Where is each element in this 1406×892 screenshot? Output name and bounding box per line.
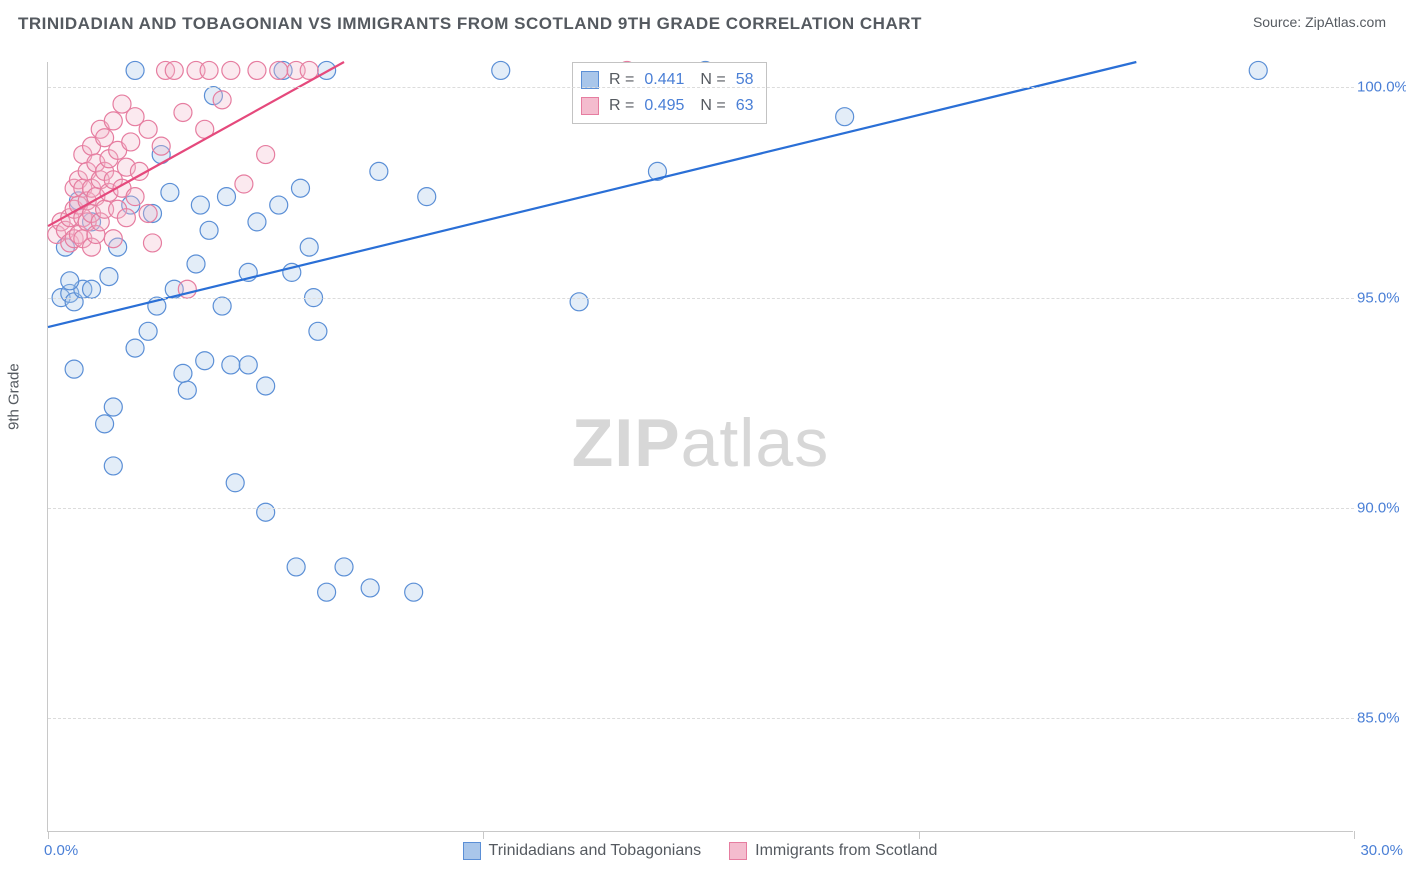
scatter-point [126,188,144,206]
plot-svg [48,62,1354,832]
scatter-point [370,162,388,180]
scatter-point [361,579,379,597]
n-label: N = [700,67,725,93]
scatter-point [161,183,179,201]
scatter-point [836,108,854,126]
source-attribution: Source: ZipAtlas.com [1253,14,1386,30]
scatter-point [492,61,510,79]
scatter-point [291,179,309,197]
y-tick-label: 85.0% [1357,710,1406,727]
scatter-point [222,61,240,79]
scatter-point [174,364,192,382]
scatter-point [104,457,122,475]
scatter-point [257,377,275,395]
scatter-point [318,583,336,601]
scatter-point [143,234,161,252]
chart-title: TRINIDADIAN AND TOBAGONIAN VS IMMIGRANTS… [18,14,922,34]
gridline [48,718,1354,719]
bottom-legend: Trinidadians and Tobagonians Immigrants f… [47,842,1353,860]
x-tick-mark [1354,831,1355,839]
scatter-point [248,61,266,79]
n-value: 58 [736,67,754,93]
plot-frame: ZIPatlas R =0.441N =58R =0.495N =63 85.0… [47,62,1353,832]
y-tick-label: 95.0% [1357,289,1406,306]
scatter-point [139,120,157,138]
scatter-point [174,103,192,121]
x-tick-mark [483,831,484,839]
scatter-point [235,175,253,193]
scatter-point [187,255,205,273]
scatter-point [191,196,209,214]
scatter-point [570,293,588,311]
scatter-point [270,61,288,79]
scatter-point [100,268,118,286]
r-value: 0.495 [644,93,684,119]
series-swatch [581,97,599,115]
gridline [48,87,1354,88]
scatter-point [257,503,275,521]
scatter-point [270,196,288,214]
scatter-point [217,188,235,206]
stats-row: R = 0.495 N = 63 [581,93,754,119]
scatter-point [213,297,231,315]
scatter-point [104,230,122,248]
y-axis-label: 9th Grade [6,363,23,430]
stats-legend-box: R = 0.441 N = 58 R = 0.495 N = 63 [572,62,767,124]
scatter-point [152,137,170,155]
r-value: 0.441 [644,67,684,93]
scatter-point [104,398,122,416]
scatter-point [178,381,196,399]
scatter-point [405,583,423,601]
n-label: N = [700,93,725,119]
legend-item: Trinidadians and Tobagonians [463,842,702,860]
gridline [48,298,1354,299]
scatter-point [117,209,135,227]
stats-row: R = 0.441 N = 58 [581,67,754,93]
r-label: R = [609,93,634,119]
scatter-point [222,356,240,374]
scatter-point [96,415,114,433]
scatter-point [126,61,144,79]
scatter-point [165,61,183,79]
scatter-point [300,238,318,256]
scatter-point [257,146,275,164]
scatter-point [200,61,218,79]
scatter-point [418,188,436,206]
legend-item: Immigrants from Scotland [729,842,937,860]
scatter-point [126,339,144,357]
y-tick-label: 90.0% [1357,500,1406,517]
n-value: 63 [736,93,754,119]
legend-swatch [463,842,481,860]
scatter-point [122,133,140,151]
scatter-point [104,112,122,130]
scatter-point [309,322,327,340]
scatter-point [200,221,218,239]
scatter-point [213,91,231,109]
legend-swatch [729,842,747,860]
scatter-point [287,558,305,576]
x-tick-label-last: 30.0% [1360,842,1403,859]
scatter-point [65,360,83,378]
scatter-point [139,204,157,222]
gridline [48,508,1354,509]
y-tick-label: 100.0% [1357,79,1406,96]
legend-label: Immigrants from Scotland [755,842,937,860]
scatter-point [196,352,214,370]
scatter-point [61,272,79,290]
r-label: R = [609,67,634,93]
scatter-point [1249,61,1267,79]
scatter-point [335,558,353,576]
x-tick-mark [48,831,49,839]
legend-label: Trinidadians and Tobagonians [489,842,702,860]
scatter-point [239,356,257,374]
chart-area: ZIPatlas R =0.441N =58R =0.495N =63 85.0… [47,62,1353,832]
scatter-point [226,474,244,492]
scatter-point [248,213,266,231]
scatter-point [83,280,101,298]
x-tick-mark [919,831,920,839]
scatter-point [139,322,157,340]
